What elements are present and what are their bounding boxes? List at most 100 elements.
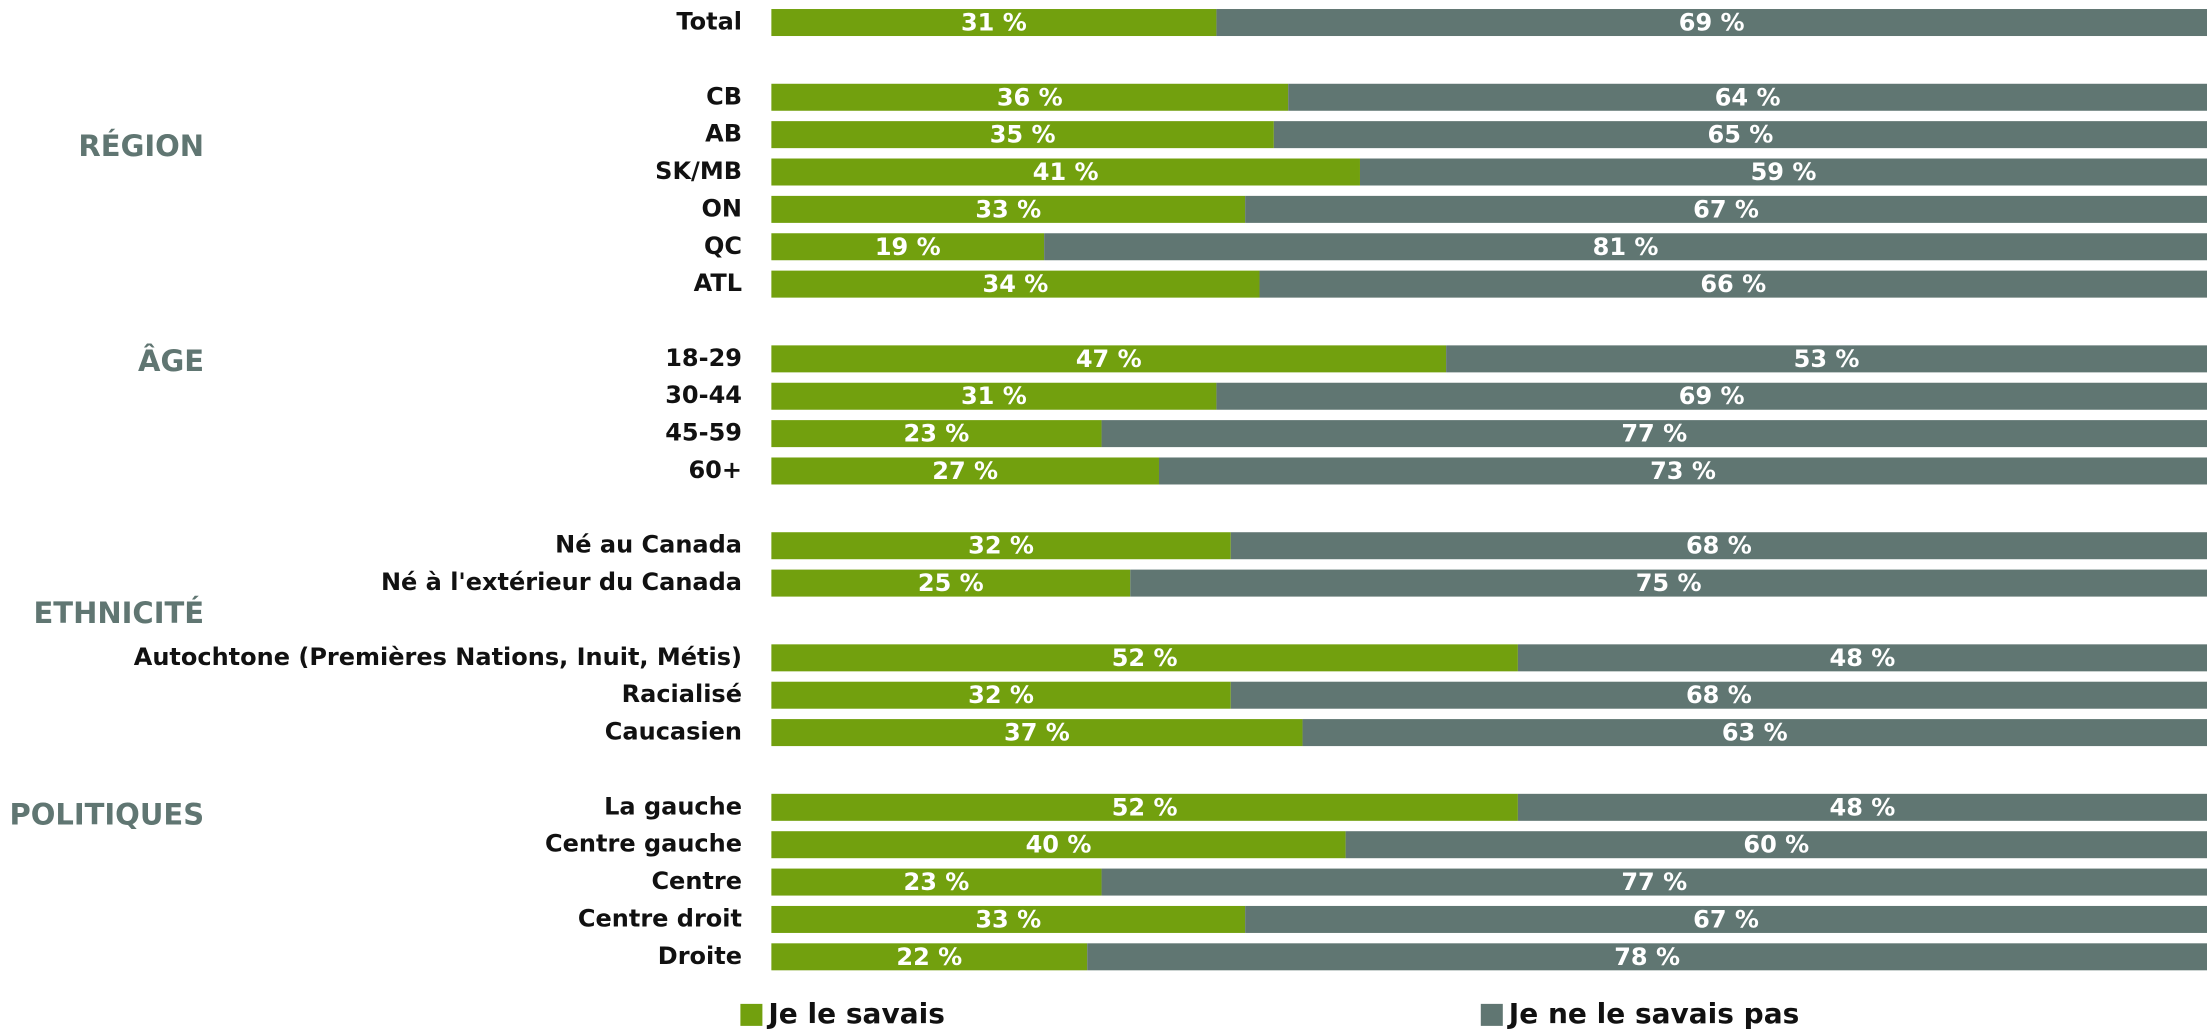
value-label: 67 % — [1693, 195, 1759, 223]
bar-segment — [771, 195, 1246, 223]
bar-segment — [1359, 158, 2207, 186]
value-label: 67 % — [1693, 905, 1759, 933]
group-label: ÂGE — [138, 344, 204, 378]
category-label: Centre — [651, 867, 742, 895]
bar-segment — [771, 457, 1159, 485]
category-label: Centre droit — [578, 904, 742, 932]
value-label: 48 % — [1830, 644, 1896, 672]
value-label: 31 % — [961, 9, 1027, 37]
value-label: 52 % — [1112, 644, 1178, 672]
value-label: 65 % — [1708, 121, 1774, 149]
bar-segment — [1130, 569, 2207, 597]
bar-segment — [1101, 868, 2207, 896]
bar-segment — [771, 270, 1260, 298]
value-label: 37 % — [1004, 719, 1070, 747]
bar-segment — [771, 158, 1360, 186]
value-label: 47 % — [1076, 345, 1142, 373]
category-label: SK/MB — [655, 157, 742, 185]
bar-segment — [771, 233, 1045, 261]
bar-segment — [771, 793, 1518, 821]
bar-segment — [771, 420, 1102, 448]
bar-segment — [1101, 420, 2207, 448]
category-label: Centre gauche — [545, 830, 742, 858]
value-label: 33 % — [975, 905, 1041, 933]
value-label: 78 % — [1614, 943, 1680, 971]
category-label: Né à l'extérieur du Canada — [381, 568, 742, 596]
value-label: 73 % — [1650, 457, 1716, 485]
bar-segment — [1345, 831, 2207, 859]
bar-segment — [771, 868, 1102, 896]
category-label: ATL — [694, 269, 742, 297]
category-label: Autochtone (Premières Nations, Inuit, Mé… — [134, 643, 742, 671]
bar-segment — [1216, 382, 2207, 410]
value-label: 48 % — [1830, 793, 1896, 821]
value-label: 63 % — [1722, 719, 1788, 747]
value-label: 59 % — [1751, 158, 1817, 186]
category-label: Né au Canada — [555, 531, 742, 559]
bar-segment — [1230, 681, 2207, 709]
category-label: Total — [676, 8, 742, 36]
legend-swatch — [1480, 1003, 1503, 1026]
value-label: 35 % — [990, 121, 1056, 149]
category-label: Caucasien — [605, 718, 742, 746]
bar-segment — [771, 831, 1346, 859]
value-label: 52 % — [1112, 793, 1178, 821]
bar-segment — [771, 943, 1088, 971]
value-label: 69 % — [1679, 9, 1745, 37]
bar-segment — [771, 905, 1246, 933]
bar-segment — [1230, 532, 2207, 560]
bar-segment — [771, 382, 1217, 410]
bar-segment — [1273, 121, 2207, 149]
bar-segment — [1302, 719, 2207, 747]
value-label: 77 % — [1621, 868, 1687, 896]
value-label: 31 % — [961, 382, 1027, 410]
bar-segment — [771, 121, 1274, 149]
value-label: 23 % — [904, 868, 970, 896]
bar-segment — [1259, 270, 2207, 298]
value-label: 27 % — [932, 457, 998, 485]
value-label: 66 % — [1700, 270, 1766, 298]
bar-segment — [1158, 457, 2207, 485]
category-label: 18-29 — [665, 344, 742, 372]
legend-label: Je ne le savais pas — [1507, 997, 1800, 1030]
value-label: 68 % — [1686, 532, 1752, 560]
value-label: 32 % — [968, 532, 1034, 560]
value-label: 34 % — [983, 270, 1049, 298]
bar-segment — [771, 569, 1131, 597]
value-label: 81 % — [1593, 233, 1659, 261]
value-label: 40 % — [1026, 831, 1092, 859]
bar-segment — [771, 83, 1289, 111]
value-label: 53 % — [1794, 345, 1860, 373]
bar-segment — [771, 9, 1217, 37]
value-label: 25 % — [918, 569, 984, 597]
bar-segment — [771, 681, 1231, 709]
category-label: AB — [705, 120, 742, 148]
bar-segment — [771, 345, 1447, 373]
value-label: 64 % — [1715, 83, 1781, 111]
value-label: 33 % — [975, 195, 1041, 223]
group-label: POLITIQUES — [9, 797, 204, 831]
value-label: 23 % — [904, 420, 970, 448]
value-label: 75 % — [1636, 569, 1702, 597]
bar-segment — [1044, 233, 2207, 261]
legend-swatch — [740, 1003, 763, 1026]
group-label: RÉGION — [78, 129, 204, 163]
bar-segment — [1288, 83, 2207, 111]
value-label: 77 % — [1621, 420, 1687, 448]
value-label: 19 % — [875, 233, 941, 261]
category-label: ON — [702, 194, 743, 222]
legend-label: Je le savais — [766, 997, 944, 1030]
value-label: 41 % — [1033, 158, 1099, 186]
bar-segment — [771, 644, 1518, 672]
value-label: 22 % — [896, 943, 962, 971]
value-label: 68 % — [1686, 681, 1752, 709]
value-label: 36 % — [997, 83, 1063, 111]
value-label: 69 % — [1679, 382, 1745, 410]
bar-segment — [1446, 345, 2207, 373]
value-label: 60 % — [1743, 831, 1809, 859]
category-label: La gauche — [604, 792, 742, 820]
group-label: ETHNICITÉ — [34, 596, 205, 630]
category-label: 30-44 — [665, 381, 742, 409]
category-label: Droite — [658, 942, 742, 970]
